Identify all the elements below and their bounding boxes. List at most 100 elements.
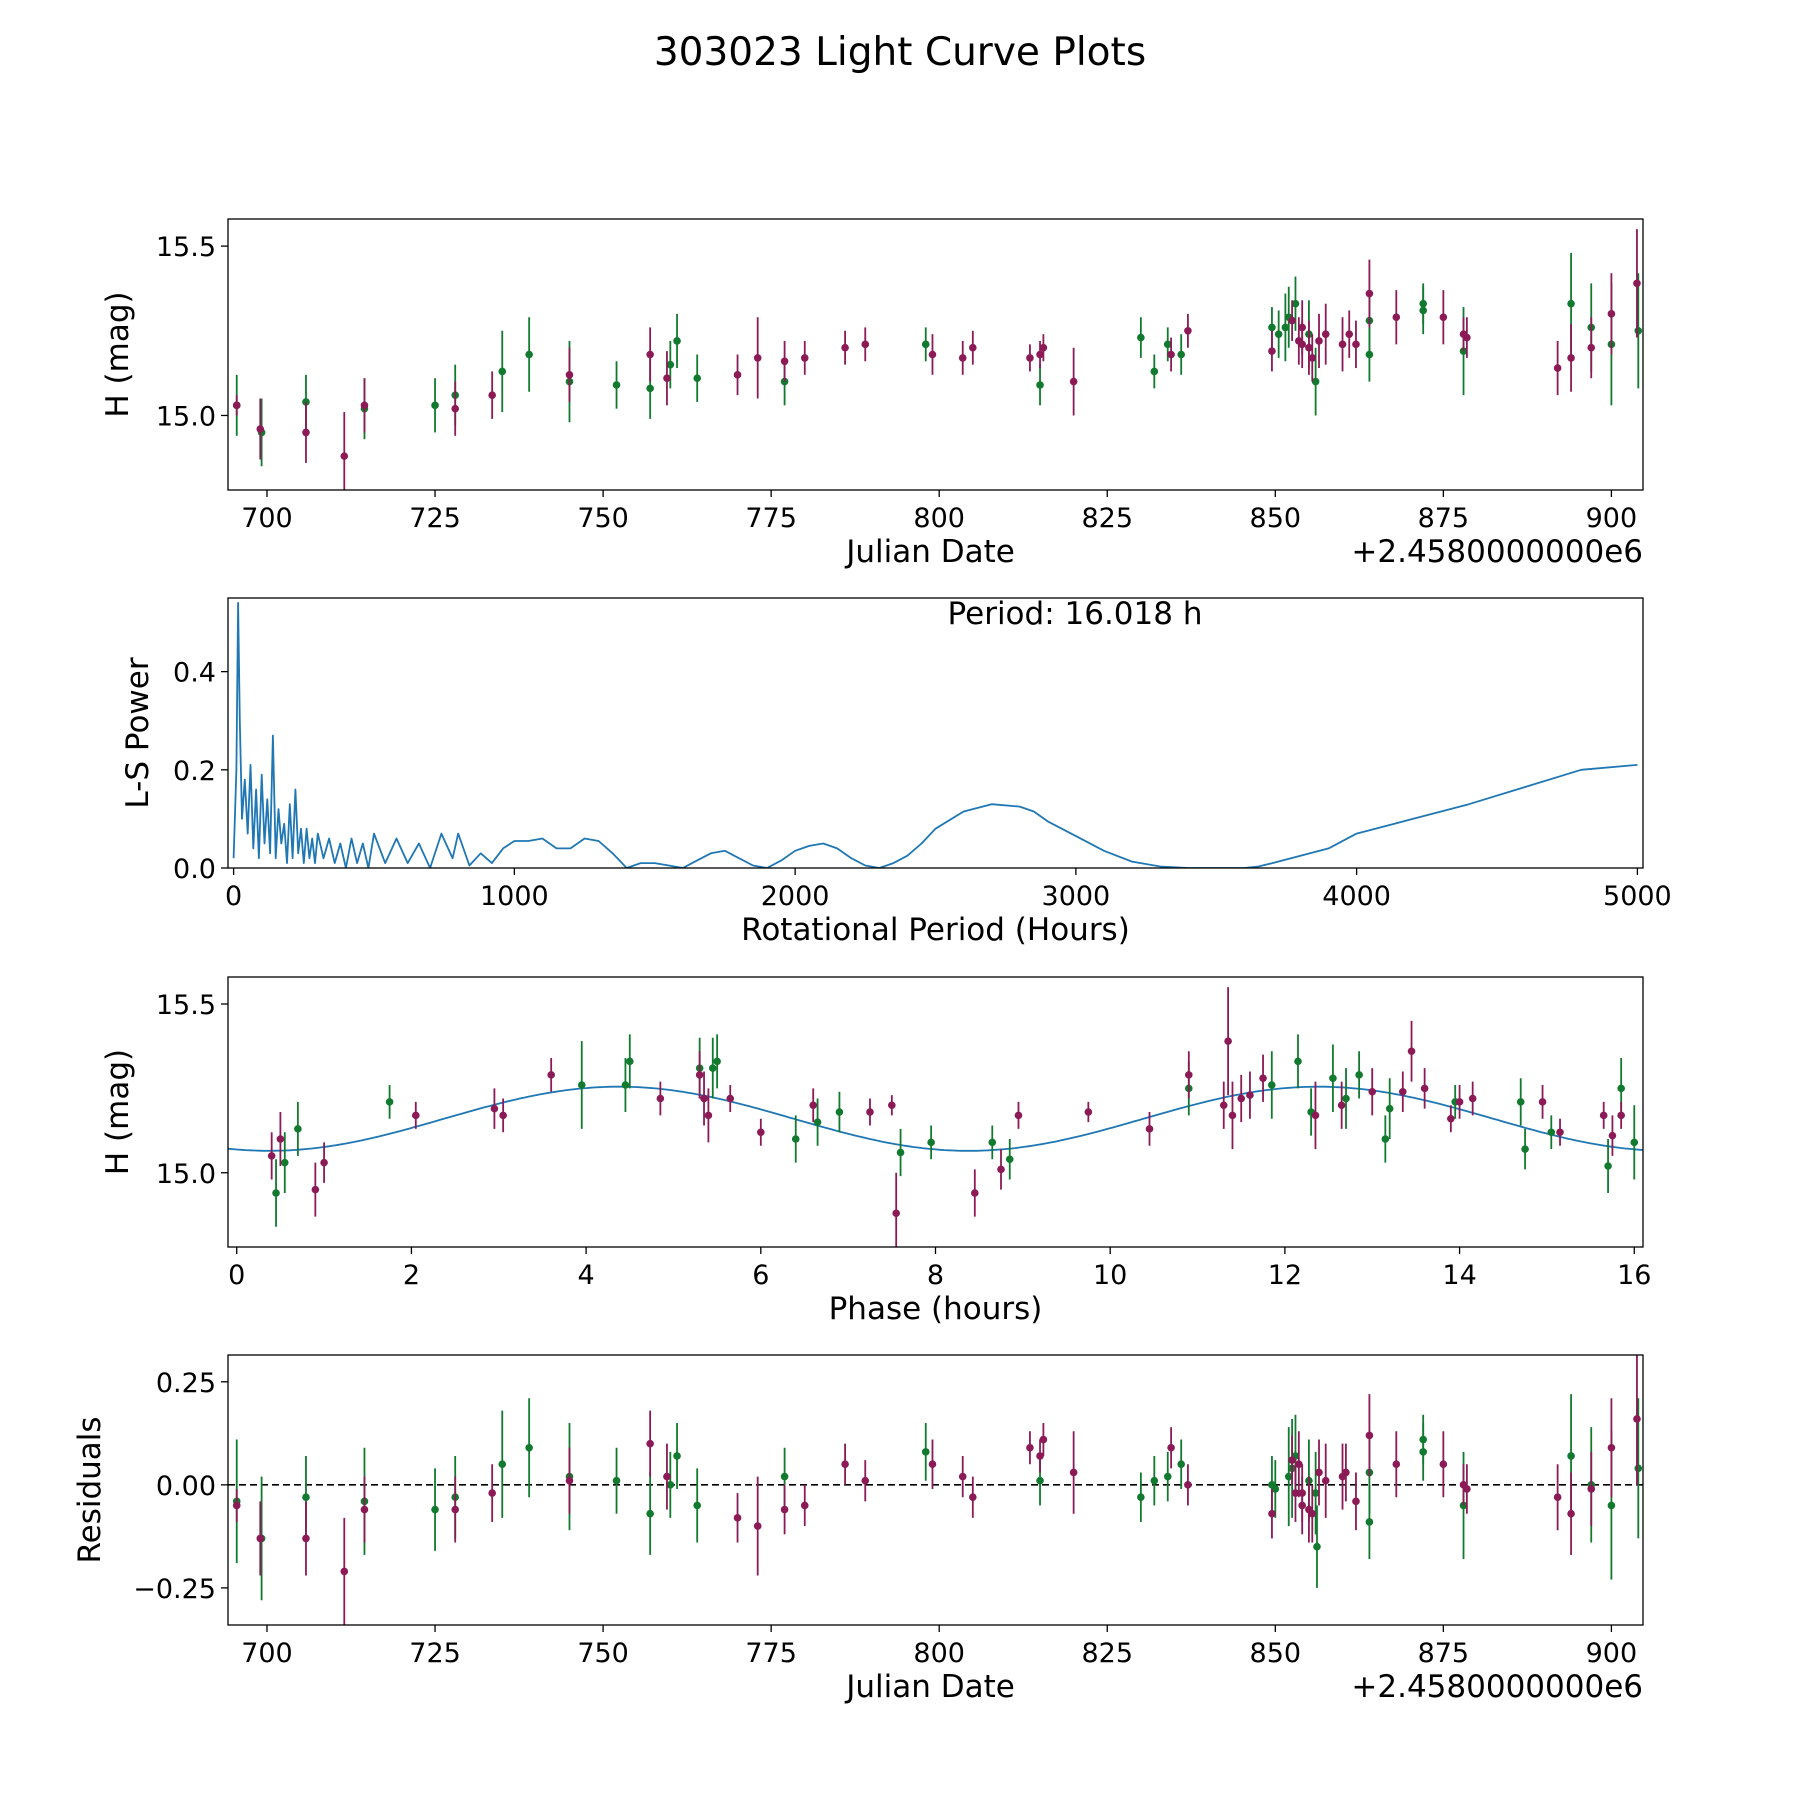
phased-green-point-27 xyxy=(1516,1098,1525,1106)
periodogram-ytick-label-0: 0.0 xyxy=(173,854,216,885)
lightcurve-green-point-4 xyxy=(431,401,439,410)
phased-magenta-point-4 xyxy=(411,1111,420,1120)
lightcurve-magenta-point-22 xyxy=(1069,377,1078,386)
phased-green-point-15 xyxy=(988,1138,997,1147)
lightcurve-magenta-point-41 xyxy=(1459,330,1468,338)
lightcurve-green-point-13 xyxy=(693,374,702,383)
lightcurve-magenta-point-30 xyxy=(1305,343,1313,352)
residuals-green-point-36 xyxy=(1607,1501,1616,1510)
periodogram-xtick-label-3: 3000 xyxy=(1042,881,1111,912)
phased-magenta-point-9 xyxy=(695,1071,704,1079)
lightcurve-green-point-36 xyxy=(1634,326,1643,335)
phased-magenta-point-35 xyxy=(1420,1084,1429,1093)
residuals-magenta-point-15 xyxy=(861,1476,870,1485)
periodogram-ylabel: L-S Power xyxy=(120,657,156,808)
residuals-green-point-9 xyxy=(612,1476,621,1485)
residuals-magenta-point-1 xyxy=(256,1534,265,1543)
phased-xtick-label-8: 16 xyxy=(1617,1260,1651,1291)
residuals-xtick-label-6: 850 xyxy=(1250,1638,1302,1669)
phased-green-point-30 xyxy=(1604,1162,1612,1170)
phased-green-point-1 xyxy=(280,1158,289,1167)
lightcurve-magenta-point-33 xyxy=(1321,330,1330,338)
lightcurve-xtick-label-0: 700 xyxy=(241,503,293,534)
phased-ylabel: H (mag) xyxy=(100,1049,136,1175)
residuals-magenta-point-45 xyxy=(1587,1485,1596,1493)
residuals-magenta-point-9 xyxy=(663,1472,671,1481)
residuals-xtick-label-8: 900 xyxy=(1586,1638,1638,1669)
residuals-xtick-label-3: 775 xyxy=(745,1638,797,1669)
phased-green-point-21 xyxy=(1329,1074,1337,1083)
residuals-green-point-12 xyxy=(673,1452,681,1460)
phased-green-point-0 xyxy=(272,1189,280,1197)
residuals-magenta-point-23 xyxy=(1167,1443,1175,1452)
residuals-green-point-2 xyxy=(302,1493,310,1502)
periodogram-xtick-label-2: 2000 xyxy=(761,881,830,912)
residuals-green-point-20 xyxy=(1177,1460,1185,1469)
lightcurve-magenta-point-6 xyxy=(488,391,496,399)
phased-magenta-point-14 xyxy=(809,1101,818,1110)
phased-magenta-point-3 xyxy=(320,1158,328,1167)
phased-green-point-16 xyxy=(1005,1155,1014,1164)
lightcurve-magenta-point-32 xyxy=(1315,337,1323,345)
phased-green-point-3 xyxy=(385,1098,394,1106)
residuals-green-point-19 xyxy=(1163,1472,1172,1481)
residuals-magenta-point-22 xyxy=(1069,1468,1078,1477)
phased-magenta-point-38 xyxy=(1468,1094,1477,1103)
residuals-frame xyxy=(227,1354,1644,1626)
lightcurve-magenta-point-0 xyxy=(232,401,241,410)
residuals-magenta-point-4 xyxy=(360,1505,369,1514)
lightcurve-magenta-point-39 xyxy=(1439,313,1448,322)
residuals-xtick-label-5: 825 xyxy=(1081,1638,1133,1669)
residuals-green-point-22 xyxy=(1271,1485,1280,1493)
phased-magenta-point-42 xyxy=(1617,1111,1625,1120)
lightcurve-green-point-18 xyxy=(1150,367,1159,376)
residuals-magenta-point-44 xyxy=(1567,1509,1575,1518)
phased-magenta-point-36 xyxy=(1447,1114,1455,1123)
residuals-magenta-point-12 xyxy=(780,1505,789,1514)
residuals-magenta-point-26 xyxy=(1288,1456,1296,1464)
phased-magenta-point-37 xyxy=(1455,1098,1464,1106)
phased-magenta-point-25 xyxy=(1224,1037,1232,1045)
phased-ytick-label-1: 15.5 xyxy=(156,990,216,1021)
residuals-magenta-point-3 xyxy=(340,1567,349,1576)
phased-green-point-24 xyxy=(1381,1135,1390,1143)
residuals-magenta-point-40 xyxy=(1439,1460,1448,1469)
phased-green-point-10 xyxy=(791,1135,800,1143)
phased-magenta-point-28 xyxy=(1246,1091,1254,1099)
residuals-magenta-point-27 xyxy=(1291,1489,1300,1497)
residuals-magenta-point-32 xyxy=(1308,1509,1317,1518)
lightcurve-magenta-point-18 xyxy=(969,343,977,352)
phased-magenta-point-41 xyxy=(1599,1111,1608,1120)
phased-green-point-2 xyxy=(294,1125,302,1133)
phased-green-point-4 xyxy=(577,1081,586,1089)
residuals-green-point-16 xyxy=(1036,1476,1044,1485)
lightcurve-magenta-point-9 xyxy=(663,374,671,383)
phased-magenta-point-12 xyxy=(726,1094,735,1103)
lightcurve-green-point-17 xyxy=(1137,333,1145,342)
lightcurve-green-point-27 xyxy=(1311,377,1320,386)
residuals-green-point-34 xyxy=(1567,1452,1575,1460)
phased-magenta-point-13 xyxy=(757,1128,765,1137)
residuals-magenta-point-30 xyxy=(1298,1489,1306,1497)
lightcurve-ylabel: H (mag) xyxy=(100,291,136,417)
phased-magenta-point-17 xyxy=(892,1209,900,1218)
lightcurve-magenta-point-42 xyxy=(1553,364,1562,372)
phased-magenta-point-15 xyxy=(866,1108,874,1116)
phased-magenta-point-10 xyxy=(700,1094,708,1103)
phased-green-point-9 xyxy=(713,1057,721,1066)
lightcurve-green-point-19 xyxy=(1163,340,1172,349)
residuals-magenta-point-16 xyxy=(928,1460,937,1469)
residuals-xlabel: Julian Date xyxy=(844,1669,1015,1705)
lightcurve-green-point-15 xyxy=(921,340,930,349)
periodogram-ytick-label-1: 0.2 xyxy=(173,756,216,787)
phased-magenta-point-18 xyxy=(971,1189,979,1197)
lightcurve-ytick-label-0: 15.0 xyxy=(156,401,216,432)
residuals-ytick-label-0: 0.25 xyxy=(156,1368,216,1399)
residuals-ytick-label-2: −0.25 xyxy=(133,1574,216,1605)
phased-magenta-point-24 xyxy=(1219,1101,1228,1110)
lightcurve-green-point-20 xyxy=(1177,350,1185,359)
phased-xtick-label-3: 6 xyxy=(752,1260,769,1291)
lightcurve-magenta-point-13 xyxy=(800,354,809,362)
lightcurve-xtick-label-2: 750 xyxy=(577,503,629,534)
lightcurve-xtick-label-7: 875 xyxy=(1418,503,1470,534)
